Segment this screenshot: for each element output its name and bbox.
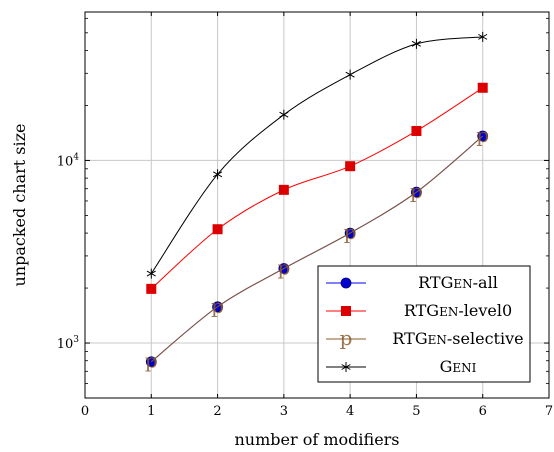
- legend-entry: GENI: [326, 357, 477, 376]
- data-point-RTGEN-level0: [477, 82, 488, 93]
- data-point-RTGEN-selective: p: [145, 349, 158, 373]
- star-stroke: [345, 71, 355, 78]
- legend-entry: RTGEN-level0: [326, 301, 512, 320]
- x-tick-label: 0: [81, 404, 89, 419]
- data-point-RTGEN-level0: [411, 125, 422, 136]
- star-stroke: [341, 364, 351, 370]
- series-line-GENI: [150, 36, 483, 274]
- data-point-RTGEN-selective: p: [410, 179, 423, 203]
- data-point-GENI: [146, 268, 156, 279]
- data-point-RTGEN-level0: [146, 283, 157, 294]
- data-point-RTGEN-selective: p: [344, 220, 357, 244]
- x-tick-label: 5: [412, 404, 420, 419]
- star-stroke: [146, 270, 156, 277]
- legend-label: RTGEN-level0: [404, 301, 512, 320]
- legend: RTGEN-all RTGEN-level0 p RTGEN-selective GEN…: [317, 265, 531, 383]
- legend-box: [317, 265, 531, 383]
- legend-label: GENI: [440, 357, 477, 376]
- tick-layer: 0 1 2 3 4 5 6 7 103 104: [57, 12, 553, 419]
- legend-entry: RTGEN-all: [326, 273, 498, 292]
- x-tick-label: 4: [346, 404, 354, 419]
- plot-frame: [84, 11, 550, 399]
- y-tick-label: 103: [57, 335, 80, 352]
- legend-marker: [340, 277, 352, 289]
- data-point-GENI: [279, 109, 289, 120]
- x-tick-label: 3: [280, 404, 288, 419]
- legend-marker: [341, 306, 351, 316]
- series-line-RTGEN-level0: [150, 87, 483, 290]
- data-point-GENI: [345, 69, 355, 80]
- x-tick-label: 7: [545, 404, 553, 419]
- legend-entry: p RTGEN-selective: [326, 326, 524, 350]
- x-tick-label: 2: [213, 404, 221, 419]
- star-stroke: [411, 40, 422, 47]
- x-axis-label: number of modifiers: [234, 430, 399, 449]
- data-point-RTGEN-selective: p: [476, 123, 489, 147]
- series-line-RTGEN-selective: [150, 135, 484, 363]
- data-point-RTGEN-level0: [212, 224, 223, 235]
- data-point-GENI: [411, 38, 422, 49]
- data-point-GENI: [478, 31, 488, 42]
- legend-label: RTGEN-selective: [392, 329, 523, 348]
- y-axis-label: unpacked chart size: [10, 123, 29, 286]
- data-point-RTGEN-selective: p: [277, 255, 290, 279]
- star-stroke: [478, 33, 488, 40]
- legend-label: RTGEN-all: [418, 273, 498, 292]
- y-tick-label: 104: [57, 152, 80, 169]
- data-point-GENI: [212, 169, 223, 180]
- data-point-RTGEN-level0: [278, 184, 289, 195]
- legend-marker: p: [340, 326, 353, 350]
- star-stroke: [279, 111, 289, 118]
- x-tick-label: 6: [479, 404, 487, 419]
- data-point-RTGEN-level0: [345, 161, 356, 172]
- star-stroke: [212, 171, 223, 178]
- series-layer: p p p p p p: [145, 31, 489, 373]
- data-point-RTGEN-selective: p: [211, 294, 224, 318]
- x-tick-label: 1: [147, 404, 155, 419]
- legend-marker: [341, 362, 351, 372]
